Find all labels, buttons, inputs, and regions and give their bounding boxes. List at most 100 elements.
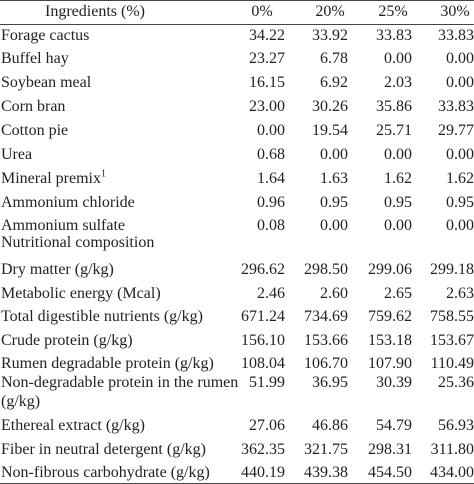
value-cell: 454.50 [368, 464, 412, 481]
value-cell: 298.50 [304, 261, 348, 278]
value-cell: 23.00 [249, 98, 285, 115]
row-label: Rumen degradable protein (g/kg) [1, 354, 239, 373]
value-cell: 156.10 [241, 332, 285, 349]
row-label-text: Corn bran [1, 98, 66, 115]
value-cell: 434.00 [430, 464, 474, 481]
row-label: Buffel hay [1, 49, 239, 68]
row-label: Ammonium chloride [1, 193, 239, 212]
value-cell: 19.54 [312, 122, 348, 139]
row-label: Non-degradable protein in the rumen (g/k… [1, 373, 239, 411]
value-cell: 2.03 [384, 74, 412, 91]
row-label-text: Total digestible nutrients (g/kg) [1, 308, 203, 325]
row-label-text: Ethereal extract (g/kg) [1, 417, 145, 434]
value-cell: 0.00 [384, 146, 412, 163]
value-cell: 296.62 [241, 261, 285, 278]
value-cell: 759.62 [368, 308, 412, 325]
value-cell: 153.66 [304, 332, 348, 349]
value-cell: 33.83 [376, 27, 412, 44]
header-rule [0, 24, 474, 25]
value-cell: 33.92 [312, 27, 348, 44]
row-label-text: Forage cactus [1, 27, 90, 44]
value-cell: 25.71 [376, 122, 412, 139]
row-label: Mineral premix1 [1, 169, 239, 188]
row-label: Fiber in neutral detergent (g/kg) [1, 440, 239, 459]
value-cell: 671.24 [241, 308, 285, 325]
value-cell: 440.19 [241, 464, 285, 481]
value-cell: 321.75 [304, 441, 348, 458]
value-cell: 311.80 [430, 441, 474, 458]
value-cell: 0.68 [257, 146, 285, 163]
value-cell: 0.95 [446, 194, 474, 211]
value-cell: 16.15 [249, 74, 285, 91]
value-cell: 29.77 [438, 122, 474, 139]
value-cell: 1.62 [446, 170, 474, 187]
value-cell: 2.63 [446, 285, 474, 302]
row-label: Cotton pie [1, 121, 239, 140]
row-label-text: Non-degradable protein in the rumen (g/k… [1, 374, 239, 410]
value-cell: 6.78 [320, 50, 348, 67]
value-cell: 298.31 [368, 441, 412, 458]
header-cell: 30% [440, 3, 470, 20]
value-cell: 0.00 [446, 74, 474, 91]
value-cell: 54.79 [376, 417, 412, 434]
value-cell: 2.60 [320, 285, 348, 302]
value-cell: 51.99 [249, 374, 285, 391]
row-label: Nutritional composition [1, 233, 239, 252]
value-cell: 0.00 [320, 217, 348, 234]
value-cell: 6.92 [320, 74, 348, 91]
value-cell: 0.95 [320, 194, 348, 211]
value-cell: 0.00 [384, 50, 412, 67]
value-cell: 153.18 [368, 332, 412, 349]
value-cell: 0.00 [446, 146, 474, 163]
value-cell: 2.46 [257, 285, 285, 302]
value-cell: 110.49 [430, 355, 474, 372]
value-cell: 0.08 [257, 217, 285, 234]
row-label-text: Dry matter (g/kg) [1, 261, 114, 278]
value-cell: 0.00 [257, 122, 285, 139]
row-label-text: Ammonium chloride [1, 194, 135, 211]
row-label-text: Soybean meal [1, 74, 92, 91]
value-cell: 0.96 [257, 194, 285, 211]
footnote-mark: 1 [100, 168, 106, 180]
value-cell: 106.70 [304, 355, 348, 372]
row-label: Total digestible nutrients (g/kg) [1, 307, 239, 326]
row-label-text: Non-fibrous carbohydrate (g/kg) [1, 464, 210, 481]
row-label-text: Ammonium sulfate [1, 217, 125, 234]
value-cell: 56.93 [438, 417, 474, 434]
row-label: Ammonium sulfate [1, 216, 239, 235]
value-cell: 439.38 [304, 464, 348, 481]
value-cell: 1.63 [320, 170, 348, 187]
row-label: Non-fibrous carbohydrate (g/kg) [1, 463, 239, 482]
value-cell: 299.18 [430, 261, 474, 278]
value-cell: 0.00 [320, 146, 348, 163]
value-cell: 299.06 [368, 261, 412, 278]
value-cell: 35.86 [376, 98, 412, 115]
value-cell: 25.36 [438, 374, 474, 391]
row-label: Corn bran [1, 97, 239, 116]
row-label-text: Nutritional composition [1, 234, 155, 251]
value-cell: 27.06 [249, 417, 285, 434]
row-label: Forage cactus [1, 26, 239, 45]
row-label-text: Fiber in neutral detergent (g/kg) [1, 441, 206, 458]
value-cell: 153.67 [430, 332, 474, 349]
value-cell: 0.00 [446, 50, 474, 67]
value-cell: 33.83 [438, 27, 474, 44]
top-rule [0, 0, 474, 1]
row-label: Crude protein (g/kg) [1, 331, 239, 350]
row-label-text: Rumen degradable protein (g/kg) [1, 355, 214, 372]
row-label-text: Cotton pie [1, 122, 69, 139]
value-cell: 1.62 [384, 170, 412, 187]
value-cell: 36.95 [312, 374, 348, 391]
value-cell: 33.83 [438, 98, 474, 115]
header-cell: 25% [378, 3, 408, 20]
row-label: Metabolic energy (Mcal) [1, 284, 239, 303]
row-label: Urea [1, 145, 239, 164]
value-cell: 0.95 [384, 194, 412, 211]
row-label-text: Buffel hay [1, 50, 69, 67]
value-cell: 108.04 [241, 355, 285, 372]
value-cell: 2.65 [384, 285, 412, 302]
header-cell: Ingredients (%) [45, 3, 145, 20]
row-label: Ethereal extract (g/kg) [1, 416, 239, 435]
row-label-text: Mineral premix [1, 170, 101, 187]
header-cell: 0% [251, 3, 273, 20]
